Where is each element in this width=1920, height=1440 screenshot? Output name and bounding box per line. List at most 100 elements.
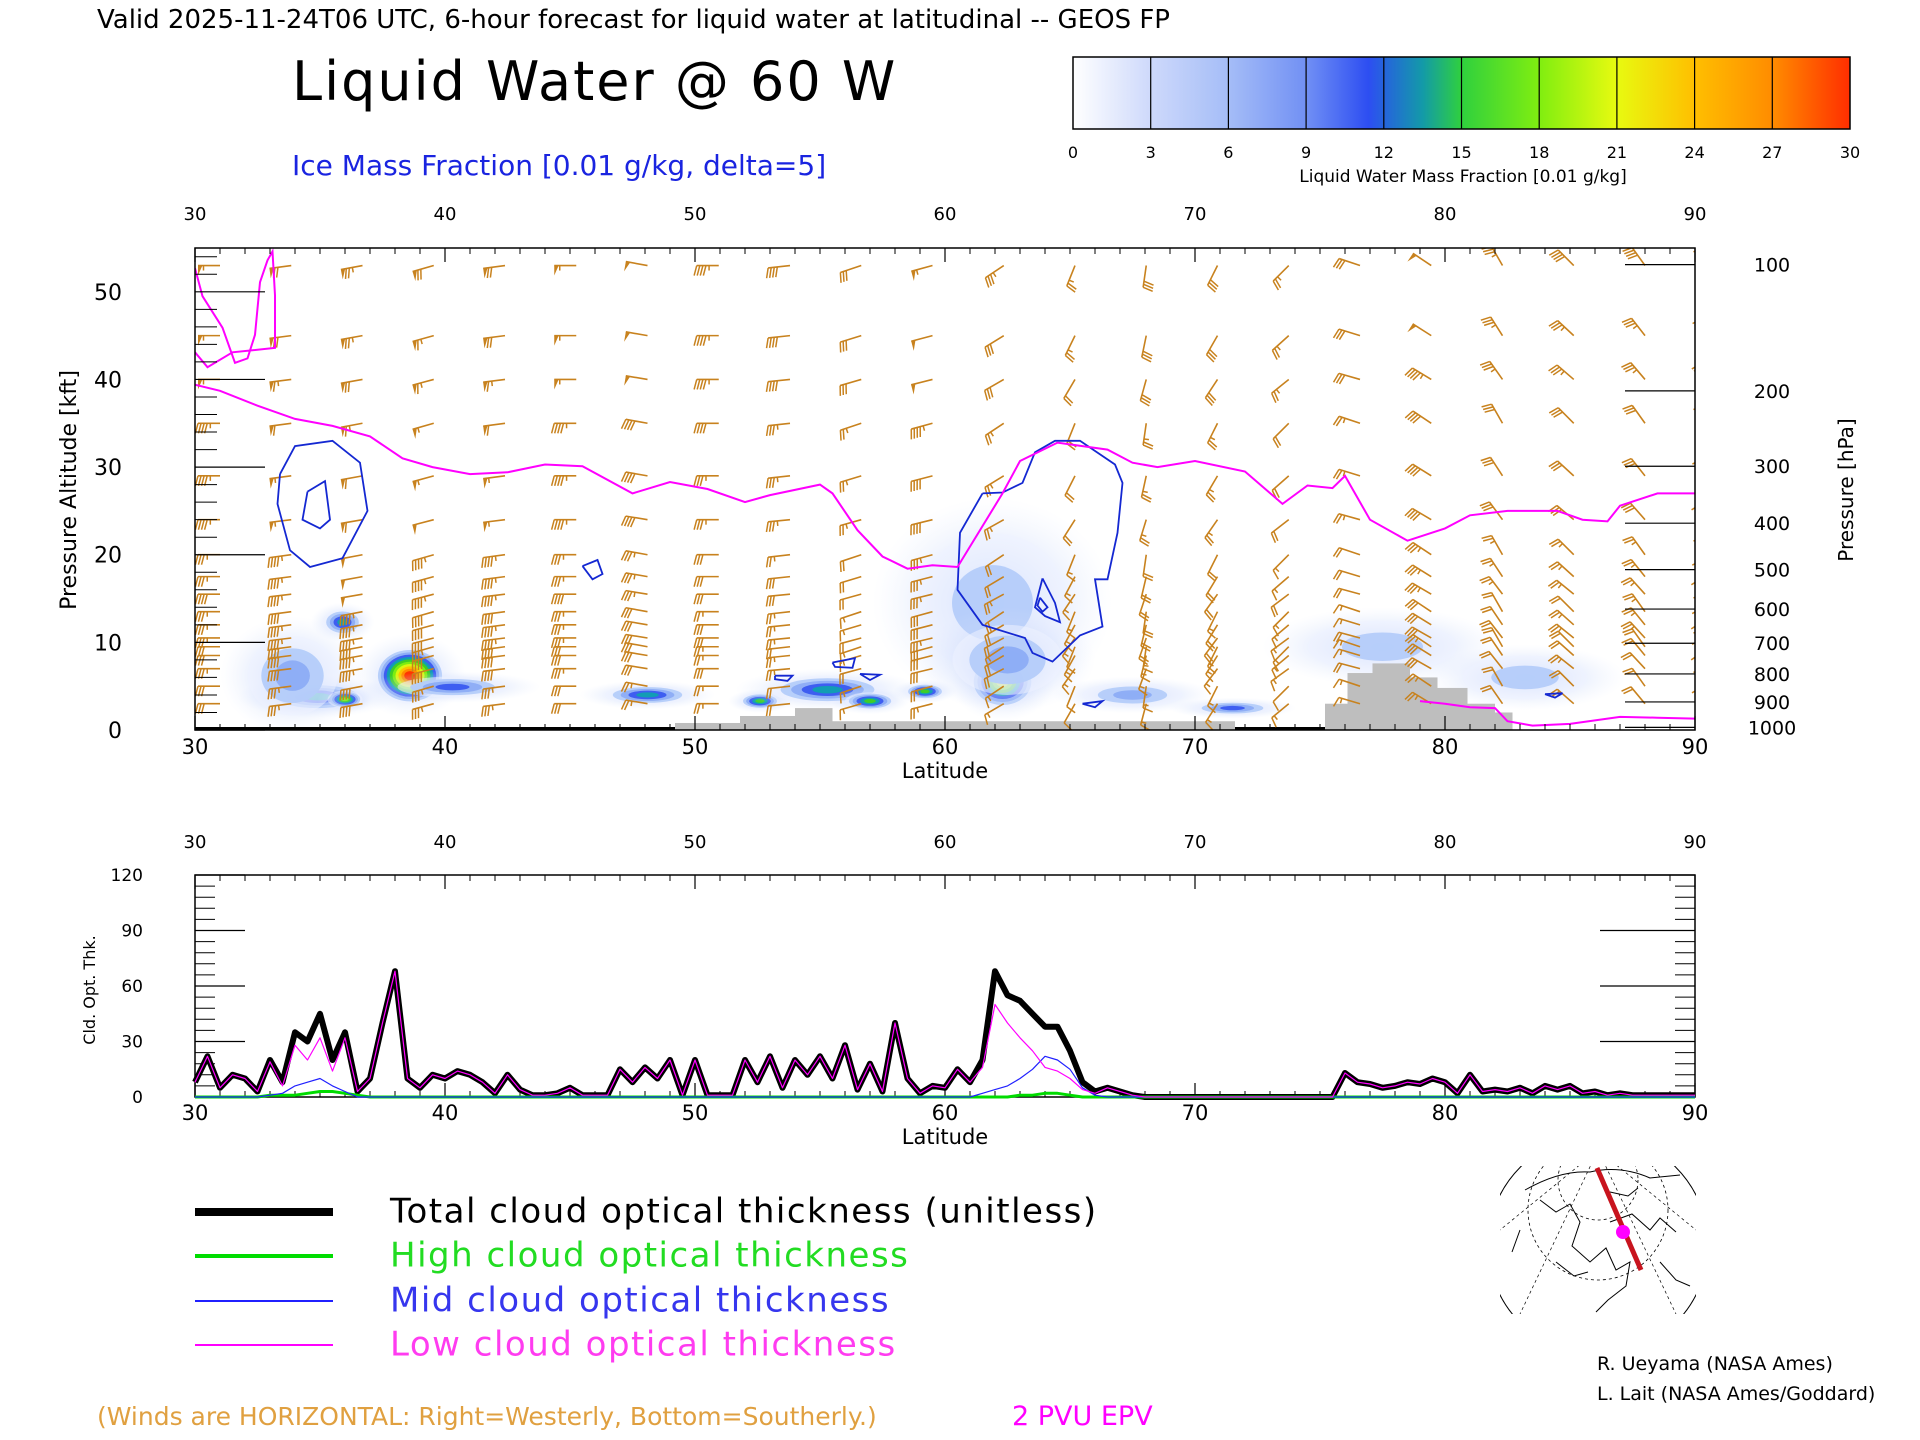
barb-feather [553, 611, 559, 622]
barb-feather [550, 475, 555, 487]
wind-barb [550, 637, 577, 649]
barb-feather [768, 521, 772, 532]
barb-feather [1694, 324, 1695, 327]
colorbar-ticks: 0 3 6 9 12 15 18 21 24 27 30 [1068, 57, 1860, 162]
barb-shaft [840, 553, 862, 563]
wind-barb [1332, 678, 1361, 689]
wind-barb [1332, 512, 1361, 524]
barb-shaft [1701, 609, 1716, 625]
wind-barb [693, 475, 719, 487]
barb-shaft [340, 624, 363, 630]
barb-shaft [984, 575, 1005, 589]
barb-shaft [985, 554, 1005, 568]
barb-feather [1548, 630, 1559, 638]
barb-feather [1551, 540, 1561, 548]
barb-shaft [1066, 685, 1076, 707]
liquid-water-blob [1342, 632, 1423, 661]
epv-line [1419, 700, 1695, 727]
barb-feather [1620, 577, 1631, 584]
barb-shaft [269, 624, 292, 629]
wind-barb [984, 475, 1005, 498]
barb-shaft [1700, 654, 1717, 669]
barb-half-feather [842, 630, 846, 636]
wind-barb [839, 624, 862, 642]
barb-feather [765, 596, 769, 607]
barb-half-feather [1558, 542, 1564, 548]
barb-feather [200, 593, 205, 605]
barb-shaft [1271, 335, 1290, 351]
barb-shaft [1557, 670, 1575, 687]
barb-feather [1205, 673, 1214, 683]
barb-half-feather [1141, 721, 1147, 725]
barb-feather [1548, 609, 1558, 617]
barb-feather [1142, 350, 1153, 357]
wind-barb [693, 378, 719, 390]
barb-half-feather [919, 597, 923, 603]
wind-barb [984, 422, 1005, 446]
legend-item-mid: Mid cloud optical thickness [195, 1281, 889, 1321]
pressure-tick-label: 800 [1754, 664, 1790, 686]
barb-feather [620, 651, 627, 662]
barb-shaft [839, 637, 862, 645]
barb-shaft [911, 685, 933, 693]
barb-half-feather [1700, 462, 1704, 465]
barb-shaft [483, 624, 506, 629]
colorbar-tick-label: 15 [1451, 143, 1471, 162]
barb-half-feather [277, 687, 281, 693]
wind-barb [1691, 609, 1716, 625]
barb-feather [771, 337, 775, 348]
barb-feather [1690, 656, 1695, 661]
barb-feather [768, 267, 772, 278]
pressure-tick-label: 700 [1754, 633, 1790, 655]
barb-feather [984, 714, 989, 725]
ot-x-top-tick-label: 50 [684, 832, 707, 853]
barb-feather [1409, 370, 1419, 380]
barb-feather [1270, 532, 1277, 543]
barb-feather [620, 590, 627, 601]
barb-feather [986, 586, 992, 597]
barb-feather [484, 614, 487, 625]
barb-shaft [340, 518, 363, 525]
barb-feather [765, 649, 769, 660]
barb-half-feather [1417, 587, 1421, 593]
barb-feather [1270, 681, 1276, 692]
barb-half-feather [1699, 507, 1702, 511]
barb-shaft [1488, 650, 1504, 670]
wind-barb [983, 593, 1005, 615]
wind-barb [267, 624, 292, 638]
ot-x-tick-label: 60 [932, 1101, 959, 1125]
barb-shaft [985, 685, 1005, 700]
barb-half-feather [1630, 611, 1636, 617]
barb-feather [339, 707, 342, 718]
barb-feather [1338, 260, 1346, 270]
barb-feather [626, 573, 633, 584]
barb-half-feather [989, 527, 994, 533]
wind-barb [910, 422, 933, 440]
barb-half-feather [352, 639, 355, 645]
ice-contour [1036, 597, 1049, 613]
barb-feather [348, 705, 351, 717]
barb-feather [1067, 282, 1077, 290]
barb-feather [276, 578, 280, 589]
barb-feather [1547, 623, 1558, 631]
wind-barb [693, 264, 719, 276]
barb-pennant [269, 521, 274, 533]
wind-barb [1139, 379, 1152, 407]
barb-feather [1139, 540, 1149, 547]
barb-shaft [1488, 620, 1504, 639]
barb-half-feather [1205, 683, 1211, 688]
ot-y-tick-label: 120 [111, 866, 143, 886]
wind-barb [1693, 250, 1695, 253]
barb-shaft [768, 610, 791, 615]
barb-feather [1404, 673, 1414, 682]
y-tick-label: 30 [94, 456, 122, 481]
barb-feather [1335, 373, 1343, 384]
barb-feather [842, 560, 845, 572]
barb-feather [270, 627, 274, 638]
barb-shaft [1142, 611, 1148, 634]
barb-feather [560, 475, 565, 487]
barb-shaft [1063, 655, 1076, 676]
barb-pennant [554, 335, 559, 346]
wind-barb [554, 378, 577, 390]
barb-shaft [412, 624, 434, 632]
